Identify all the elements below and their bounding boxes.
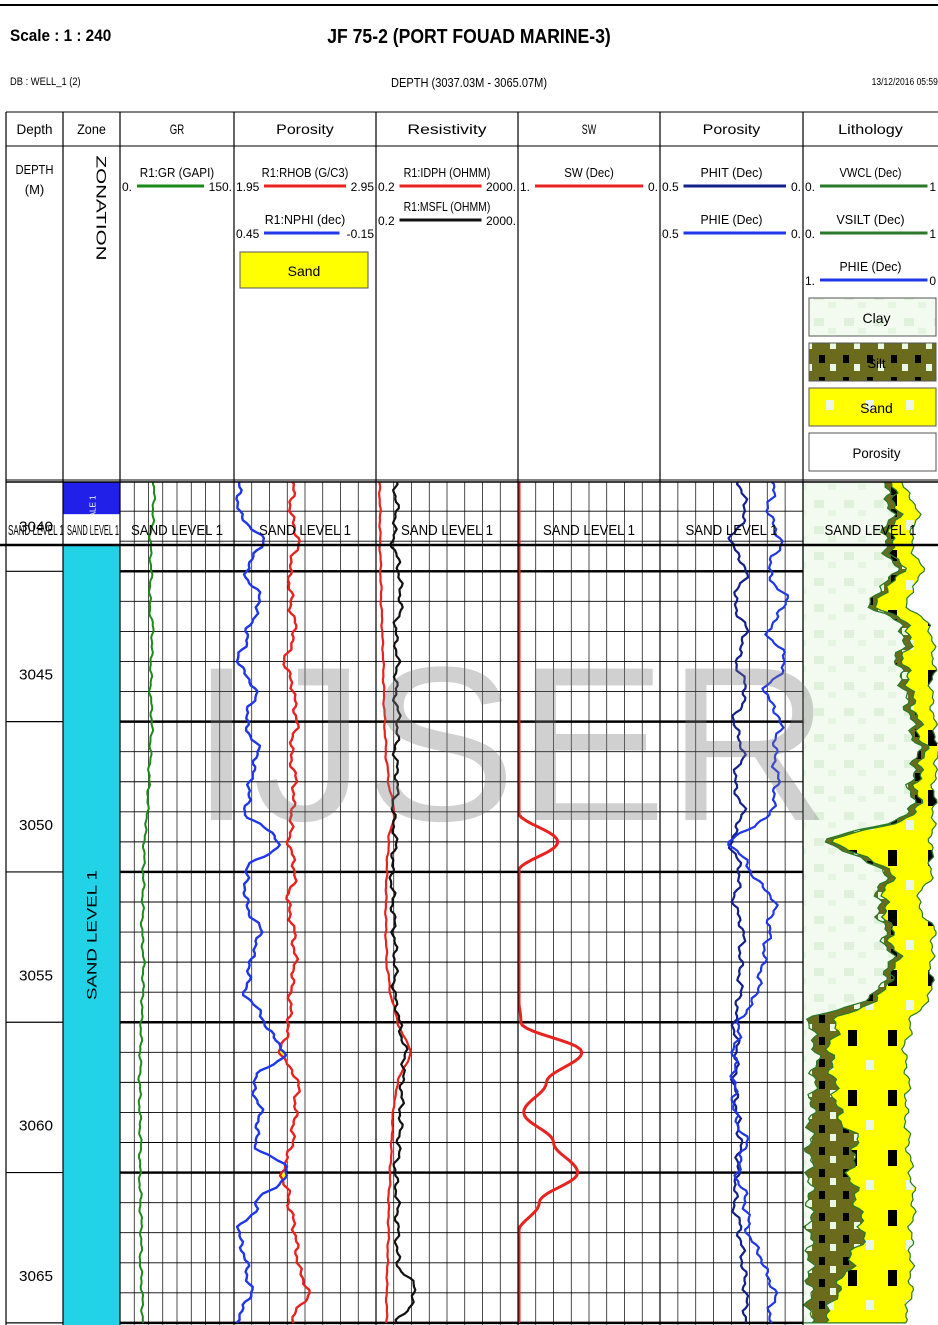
depth-legend-1: DEPTH: [16, 162, 54, 177]
lith-sand-fill: [824, 482, 938, 1324]
clay-swatch: [808, 297, 937, 337]
vsilt-legend-max: 1: [929, 227, 936, 241]
phit-legend-max: 0.: [791, 180, 801, 194]
track-header-porosity: Porosity: [703, 121, 761, 137]
vwcl-legend-max: 1: [929, 180, 936, 194]
zone-marker-6: SAND LEVEL 1: [686, 522, 778, 539]
depth-legend-2: (M): [25, 182, 45, 197]
phit-legend-name: PHIT (Dec): [701, 165, 763, 180]
nphi-legend-name: R1:NPHI (dec): [265, 212, 346, 227]
vsilt-legend-min: 0.: [805, 227, 815, 241]
sand-fill-label: Sand: [288, 263, 321, 279]
clay-label: Clay: [862, 310, 890, 326]
depth-label: 3055: [19, 967, 53, 984]
vwcl-legend-min: 0.: [805, 180, 815, 194]
zonation-legend: ZONATION: [94, 156, 110, 261]
idph-legend-max: 2000.: [486, 180, 516, 194]
depth-range-label: DEPTH (3037.03M - 3065.07M): [390, 75, 548, 90]
depth-label: 3045: [19, 667, 53, 684]
print-date: 13/12/2016 05:59: [871, 77, 938, 88]
gr-legend-max: 150.: [209, 180, 232, 194]
nphi-legend-max: -0.15: [347, 227, 375, 241]
rhob-legend-max: 2.95: [351, 180, 375, 194]
phie-legend-min: 0.5: [662, 227, 679, 241]
track-header-gr: GR: [170, 121, 184, 137]
porosity-label: Porosity: [853, 445, 901, 461]
gr-legend-min: 0.: [122, 180, 132, 194]
phie-lith-legend-name: PHIE (Dec): [840, 259, 902, 274]
rhob-legend-min: 1.95: [236, 180, 260, 194]
lith-sand-swatch: [808, 387, 937, 427]
track-header-resistivity: Resistivity: [407, 121, 486, 137]
idph-legend-min: 0.2: [378, 180, 395, 194]
zone-shale-label: SHALE 1: [89, 495, 98, 528]
phit-curve: [727, 482, 750, 1323]
well-title: JF 75-2 (PORT FOUAD MARINE-3): [327, 26, 611, 48]
msfl-legend-min: 0.2: [378, 214, 395, 228]
zone-marker-7: SAND LEVEL 1: [825, 522, 917, 539]
msfl-legend-name: R1:MSFL (OHMM): [404, 199, 491, 214]
vsilt-legend-name: VSILT (Dec): [836, 212, 904, 227]
phie-legend-max: 0.: [791, 227, 801, 241]
phie-legend-name: PHIE (Dec): [701, 212, 763, 227]
depth-label: 3065: [19, 1268, 53, 1285]
sw-legend-name: SW (Dec): [564, 165, 614, 180]
idph-curve: [378, 482, 412, 1324]
msfl-curve: [388, 482, 417, 1324]
depth-label: 3040: [19, 518, 53, 535]
porosity-swatch: [808, 432, 937, 472]
track-header-porosity: Porosity: [276, 121, 334, 137]
gr-curve: [137, 482, 156, 1324]
phit-legend-min: 0.5: [662, 180, 679, 194]
phie-lith-legend-min: 1.: [805, 274, 815, 288]
zone-shale-block: [63, 482, 120, 515]
track-header-zone: Zone: [77, 121, 106, 137]
scale-label: Scale : 1 : 240: [10, 26, 112, 45]
track-header-depth: Depth: [17, 121, 53, 137]
track-header-sw: SW: [582, 121, 597, 137]
idph-legend-name: R1:IDPH (OHMM): [404, 165, 491, 180]
depth-label: 3060: [19, 1118, 53, 1135]
zone-marker-4: SAND LEVEL 1: [401, 522, 493, 539]
zone-marker-3: SAND LEVEL 1: [259, 522, 351, 539]
sw-legend-min: 1.: [520, 180, 530, 194]
zone-marker-2: SAND LEVEL 1: [131, 522, 223, 539]
rhob-curve: [277, 482, 311, 1324]
zone-marker-depth: SAND LEVEL 1: [8, 522, 64, 539]
database-label: DB : WELL_1 (2): [10, 76, 81, 88]
silt-label: Silt: [867, 356, 885, 371]
watermark: IJSER: [190, 621, 830, 867]
vwcl-legend-name: VWCL (Dec): [840, 165, 902, 180]
zone-marker-5: SAND LEVEL 1: [543, 522, 635, 539]
zone-marker-zone: SAND LEVEL 1: [67, 522, 119, 539]
sand-fill-swatch: [239, 251, 369, 289]
sw-curve: [517, 482, 584, 1323]
sw-legend-max: 0.: [648, 180, 658, 194]
msfl-legend-max: 2000.: [486, 214, 516, 228]
track-header-lithology: Lithology: [838, 121, 903, 137]
silt-swatch: [808, 342, 937, 382]
nphi-legend-min: 0.45: [236, 227, 260, 241]
nphi-curve: [235, 482, 289, 1324]
zone-sand-block: [63, 545, 120, 1325]
phie-curve: [727, 482, 789, 1324]
phie-lith-legend-max: 0: [929, 274, 936, 288]
depth-label: 3050: [19, 817, 53, 834]
zone-name-vertical: SAND LEVEL 1: [84, 870, 100, 1000]
rhob-legend-name: R1:RHOB (G/C3): [262, 165, 349, 180]
gr-legend-name: R1:GR (GAPI): [140, 165, 214, 180]
lith-sand-label: Sand: [860, 400, 893, 416]
